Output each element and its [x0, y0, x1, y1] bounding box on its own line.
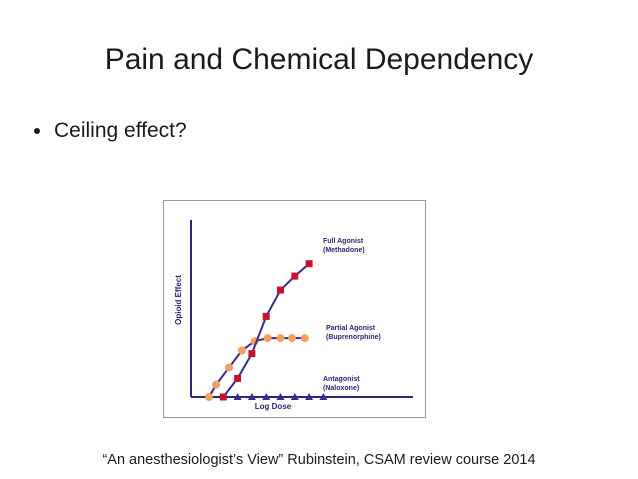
point-partial-agonist-buprenorphine-3 [237, 346, 246, 355]
series-label-full-agonist-methadone-1: (Methadone) [323, 247, 365, 254]
point-antagonist-naloxone-3 [276, 393, 285, 400]
y-axis-label: Opioid Effect [174, 275, 183, 325]
bullet-text: Ceiling effect? [54, 119, 187, 142]
point-antagonist-naloxone-0 [233, 393, 242, 400]
slide-title: Pain and Chemical Dependency [104, 43, 534, 76]
point-antagonist-naloxone-2 [262, 393, 271, 400]
source-caption: “An anesthesiologist’s View” Rubinstein,… [102, 452, 536, 468]
chart-svg: Opioid Effect Log Dose Antagonist (Naloxo… [163, 200, 426, 418]
point-antagonist-naloxone-4 [290, 393, 299, 400]
point-antagonist-naloxone-5 [305, 393, 314, 400]
point-partial-agonist-buprenorphine-2 [225, 363, 234, 372]
series-label-antagonist-naloxone-0: Antagonist [323, 376, 360, 383]
dose-response-chart: Opioid Effect Log Dose Antagonist (Naloxo… [163, 200, 426, 418]
point-antagonist-naloxone-6 [319, 393, 328, 400]
series-layer: Antagonist (Naloxone) Partial Agonist (Bupr… [205, 238, 381, 401]
point-full-agonist-methadone-0 [219, 393, 227, 401]
series-label-partial-agonist-buprenorphine-1: (Buprenorphine) [326, 334, 381, 341]
point-full-agonist-methadone-1 [234, 374, 242, 382]
point-partial-agonist-buprenorphine-6 [276, 334, 285, 343]
point-full-agonist-methadone-2 [248, 350, 256, 358]
point-partial-agonist-buprenorphine-5 [263, 334, 272, 343]
point-full-agonist-methadone-4 [277, 286, 284, 294]
point-antagonist-naloxone-1 [247, 393, 256, 400]
point-full-agonist-methadone-6 [305, 260, 313, 268]
series-label-full-agonist-methadone-0: Full Agonist [323, 238, 364, 245]
x-axis-label: Log Dose [255, 402, 292, 411]
point-full-agonist-methadone-3 [262, 312, 270, 320]
point-full-agonist-methadone-5 [291, 272, 299, 280]
point-partial-agonist-buprenorphine-0 [205, 393, 213, 401]
series-label-antagonist-naloxone-1: (Naloxone) [323, 385, 359, 392]
bullet-item: Ceiling effect? [34, 116, 187, 146]
point-partial-agonist-buprenorphine-7 [287, 334, 296, 343]
bullet-dot-icon [34, 128, 40, 134]
point-partial-agonist-buprenorphine-8 [300, 334, 309, 343]
chart-border [163, 200, 426, 418]
point-partial-agonist-buprenorphine-1 [212, 380, 221, 389]
series-label-partial-agonist-buprenorphine-0: Partial Agonist [326, 325, 376, 332]
